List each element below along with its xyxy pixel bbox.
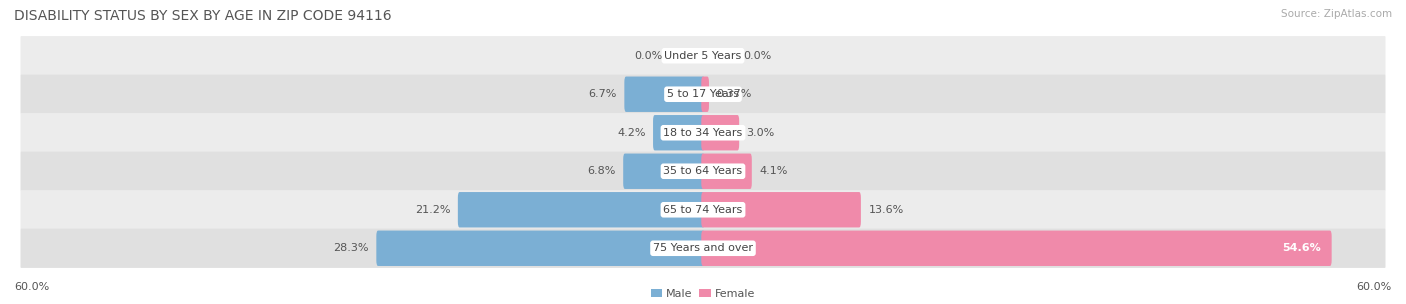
Text: 75 Years and over: 75 Years and over — [652, 243, 754, 253]
FancyBboxPatch shape — [652, 115, 704, 150]
Text: Source: ZipAtlas.com: Source: ZipAtlas.com — [1281, 9, 1392, 19]
Text: 18 to 34 Years: 18 to 34 Years — [664, 128, 742, 138]
FancyBboxPatch shape — [377, 230, 704, 266]
Text: 4.2%: 4.2% — [617, 128, 645, 138]
Text: 13.6%: 13.6% — [869, 205, 904, 215]
FancyBboxPatch shape — [21, 229, 1385, 268]
Text: 60.0%: 60.0% — [14, 282, 49, 292]
Text: 35 to 64 Years: 35 to 64 Years — [664, 166, 742, 176]
Text: 60.0%: 60.0% — [1357, 282, 1392, 292]
FancyBboxPatch shape — [702, 192, 860, 227]
Text: 0.0%: 0.0% — [744, 51, 772, 61]
Text: 21.2%: 21.2% — [415, 205, 450, 215]
Text: 28.3%: 28.3% — [333, 243, 368, 253]
FancyBboxPatch shape — [702, 77, 709, 112]
Text: 6.7%: 6.7% — [589, 89, 617, 99]
Text: 5 to 17 Years: 5 to 17 Years — [666, 89, 740, 99]
Text: 65 to 74 Years: 65 to 74 Years — [664, 205, 742, 215]
FancyBboxPatch shape — [21, 152, 1385, 191]
FancyBboxPatch shape — [624, 77, 704, 112]
FancyBboxPatch shape — [702, 154, 752, 189]
Legend: Male, Female: Male, Female — [647, 285, 759, 304]
Text: Under 5 Years: Under 5 Years — [665, 51, 741, 61]
Text: DISABILITY STATUS BY SEX BY AGE IN ZIP CODE 94116: DISABILITY STATUS BY SEX BY AGE IN ZIP C… — [14, 9, 392, 23]
FancyBboxPatch shape — [21, 36, 1385, 75]
Text: 4.1%: 4.1% — [759, 166, 787, 176]
FancyBboxPatch shape — [458, 192, 704, 227]
Text: 3.0%: 3.0% — [747, 128, 775, 138]
FancyBboxPatch shape — [702, 230, 1331, 266]
Text: 6.8%: 6.8% — [588, 166, 616, 176]
Text: 54.6%: 54.6% — [1282, 243, 1320, 253]
Text: 0.0%: 0.0% — [634, 51, 662, 61]
FancyBboxPatch shape — [21, 190, 1385, 230]
FancyBboxPatch shape — [21, 74, 1385, 114]
Text: 0.37%: 0.37% — [717, 89, 752, 99]
FancyBboxPatch shape — [21, 113, 1385, 152]
FancyBboxPatch shape — [702, 115, 740, 150]
FancyBboxPatch shape — [623, 154, 704, 189]
